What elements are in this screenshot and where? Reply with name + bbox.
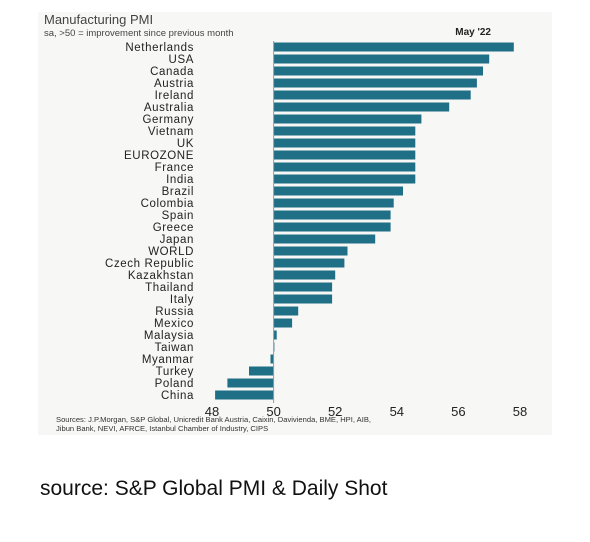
period-label: May '22: [455, 27, 491, 38]
x-tick-label: 56: [451, 404, 465, 419]
bar-kazakhstan: [273, 270, 336, 280]
bar-netherlands: [273, 42, 514, 52]
category-label: China: [161, 390, 194, 402]
sources-line-1: Sources: J.P.Morgan, S&P Global, Unicred…: [56, 415, 371, 424]
bar-world: [273, 246, 348, 256]
category-label: Taiwan: [155, 342, 194, 354]
bar-italy: [273, 294, 333, 304]
bar-russia: [273, 306, 299, 316]
category-label: Italy: [170, 294, 194, 306]
category-label: Canada: [150, 66, 194, 78]
bar-france: [273, 162, 416, 172]
bars-group: [215, 42, 514, 400]
category-label: Austria: [154, 78, 194, 90]
category-label: Brazil: [162, 186, 194, 198]
category-label: Mexico: [154, 318, 194, 330]
bar-canada: [273, 66, 483, 76]
bar-usa: [273, 54, 490, 64]
category-label: Thailand: [145, 282, 194, 294]
bar-ireland: [273, 90, 471, 100]
category-label: Myanmar: [142, 354, 194, 366]
bar-myanmar: [270, 354, 274, 364]
bar-mexico: [273, 318, 293, 328]
bar-australia: [273, 102, 450, 112]
sources-line-2: Jibun Bank, NEVI, AFRCE, Istanbul Chambe…: [56, 424, 268, 433]
bar-germany: [273, 114, 422, 124]
category-label: India: [166, 174, 194, 186]
x-tick-label: 52: [328, 404, 342, 419]
bar-czech-republic: [273, 258, 345, 268]
category-label: Kazakhstan: [128, 270, 194, 282]
x-tick-label: 48: [205, 404, 219, 419]
category-labels: NetherlandsUSACanadaAustriaIrelandAustra…: [105, 42, 195, 402]
category-label: WORLD: [148, 246, 194, 258]
bar-china: [215, 390, 274, 400]
bar-vietnam: [273, 126, 416, 136]
category-label: Colombia: [141, 198, 194, 210]
bar-colombia: [273, 198, 394, 208]
bar-malaysia: [273, 330, 277, 340]
pmi-bar-chart: Manufacturing PMI sa, >50 = improvement …: [44, 12, 527, 433]
category-label: Vietnam: [148, 126, 194, 138]
category-label: Malaysia: [144, 330, 194, 342]
category-label: Spain: [162, 210, 194, 222]
category-label: Turkey: [156, 366, 194, 378]
chart-subtitle: sa, >50 = improvement since previous mon…: [44, 28, 234, 39]
category-label: Russia: [155, 306, 194, 318]
bar-india: [273, 174, 416, 184]
bar-spain: [273, 210, 391, 220]
source-caption: source: S&P Global PMI & Daily Shot: [40, 477, 388, 500]
x-axis-ticks: 48 50 52 54 56 58: [205, 404, 527, 419]
x-tick-label: 50: [266, 404, 280, 419]
x-tick-label: 58: [513, 404, 527, 419]
category-label: Japan: [160, 234, 194, 246]
category-label: Greece: [153, 222, 194, 234]
bar-brazil: [273, 186, 403, 196]
chart-title: Manufacturing PMI: [44, 12, 153, 27]
bar-eurozone: [273, 150, 416, 160]
bar-turkey: [249, 366, 274, 376]
category-label: France: [155, 162, 194, 174]
category-label: Australia: [144, 102, 194, 114]
category-label: USA: [169, 54, 194, 66]
chart-panel: Manufacturing PMI sa, >50 = improvement …: [38, 12, 552, 435]
bar-uk: [273, 138, 416, 148]
bar-greece: [273, 222, 391, 232]
bar-japan: [273, 234, 376, 244]
category-label: Ireland: [155, 90, 194, 102]
bar-austria: [273, 78, 477, 88]
bar-thailand: [273, 282, 333, 292]
x-tick-label: 54: [390, 404, 404, 419]
category-label: Netherlands: [125, 42, 194, 54]
bar-poland: [227, 378, 274, 388]
category-label: Czech Republic: [105, 258, 194, 270]
category-label: EUROZONE: [124, 150, 194, 162]
category-label: UK: [177, 138, 194, 150]
category-label: Poland: [155, 378, 194, 390]
category-label: Germany: [143, 114, 195, 126]
